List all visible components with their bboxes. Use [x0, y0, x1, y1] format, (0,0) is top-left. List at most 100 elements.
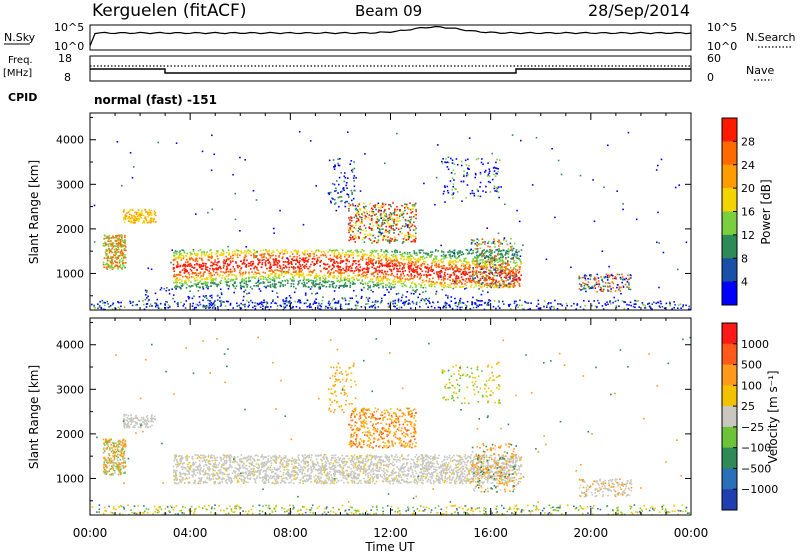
- data-cell: [144, 217, 147, 219]
- data-cell: [115, 264, 118, 267]
- data-cell: [402, 272, 405, 275]
- data-cell: [427, 281, 430, 284]
- data-cell: [152, 220, 155, 222]
- data-cell: [579, 306, 582, 308]
- data-cell: [319, 286, 322, 288]
- data-cell: [494, 246, 496, 248]
- data-cell: [367, 288, 369, 290]
- data-cell: [396, 264, 399, 267]
- data-cell: [476, 257, 479, 260]
- data-cell: [177, 263, 179, 265]
- data-cell: [357, 274, 360, 276]
- data-cell: [140, 214, 143, 217]
- data-cell: [281, 269, 283, 271]
- data-cell: [189, 286, 192, 288]
- data-cell: [345, 184, 347, 187]
- data-cell: [235, 278, 237, 281]
- data-cell: [649, 305, 652, 308]
- data-cell: [337, 164, 340, 167]
- data-cell: [176, 285, 179, 288]
- data-cell: [442, 255, 445, 258]
- data-cell: [310, 263, 312, 266]
- data-cell: [378, 280, 380, 282]
- data-cell: [607, 290, 610, 292]
- data-cell: [330, 201, 332, 204]
- data-cell: [491, 252, 493, 254]
- data-cell: [244, 159, 246, 161]
- data-cell: [477, 280, 480, 283]
- data-cell: [483, 270, 485, 273]
- data-cell: [302, 257, 305, 259]
- data-cell: [102, 263, 105, 266]
- data-cell: [462, 279, 465, 281]
- data-cell: [478, 263, 480, 266]
- data-cell: [454, 282, 456, 285]
- data-cell: [482, 190, 484, 192]
- data-cell: [315, 298, 317, 300]
- data-cell: [485, 268, 488, 270]
- data-cell: [469, 275, 471, 277]
- data-cell: [517, 306, 519, 308]
- data-cell: [208, 307, 210, 309]
- data-cell: [382, 228, 384, 230]
- data-cell: [114, 250, 117, 253]
- data-cell: [476, 263, 478, 265]
- data-cell: [604, 285, 606, 288]
- data-cell: [371, 262, 374, 265]
- data-cell: [239, 275, 242, 277]
- data-cell: [360, 288, 363, 291]
- data-cell: [445, 161, 447, 164]
- data-cell: [385, 257, 387, 260]
- data-cell: [246, 292, 248, 295]
- data-cell: [339, 261, 342, 264]
- data-cell: [250, 260, 252, 263]
- data-cell: [231, 270, 233, 273]
- data-cell: [393, 220, 396, 223]
- data-cell: [379, 229, 381, 231]
- data-cell: [497, 232, 500, 235]
- data-cell: [311, 292, 313, 295]
- data-cell: [253, 305, 256, 307]
- data-cell: [262, 276, 265, 278]
- data-cell: [283, 307, 286, 309]
- data-cell: [512, 275, 515, 277]
- data-cell: [401, 232, 403, 235]
- data-cell: [423, 182, 425, 185]
- data-cell: [348, 274, 351, 277]
- data-cell: [470, 286, 472, 288]
- data-cell: [182, 305, 185, 307]
- data-cell: [409, 221, 411, 224]
- data-cell: [548, 302, 550, 304]
- data-cell: [252, 262, 255, 265]
- data-cell: [490, 270, 493, 272]
- data-cell: [105, 254, 108, 257]
- data-cell: [290, 307, 292, 309]
- data-cell: [435, 249, 437, 251]
- data-cell: [474, 243, 477, 245]
- data-cell: [311, 258, 314, 260]
- data-cell: [327, 251, 329, 253]
- data-cell: [179, 253, 181, 256]
- data-cell: [187, 260, 189, 263]
- data-cell: [110, 264, 113, 267]
- data-cell: [491, 283, 493, 285]
- data-cell: [191, 276, 193, 278]
- data-cell: [188, 297, 190, 300]
- data-cell: [133, 219, 135, 222]
- data-cell: [500, 263, 503, 266]
- data-cell: [478, 265, 480, 267]
- data-cell: [369, 254, 371, 257]
- data-cell: [199, 249, 202, 251]
- data-cell: [111, 243, 113, 245]
- data-cell: [290, 283, 293, 285]
- data-cell: [112, 256, 114, 258]
- data-cell: [303, 267, 306, 269]
- data-cell: [340, 196, 343, 198]
- data-cell: [459, 302, 462, 304]
- data-cell: [272, 276, 274, 279]
- data-cell: [406, 224, 409, 226]
- data-cell: [253, 249, 255, 251]
- data-cell: [556, 308, 559, 310]
- data-cell: [179, 264, 182, 267]
- data-cell: [353, 216, 356, 219]
